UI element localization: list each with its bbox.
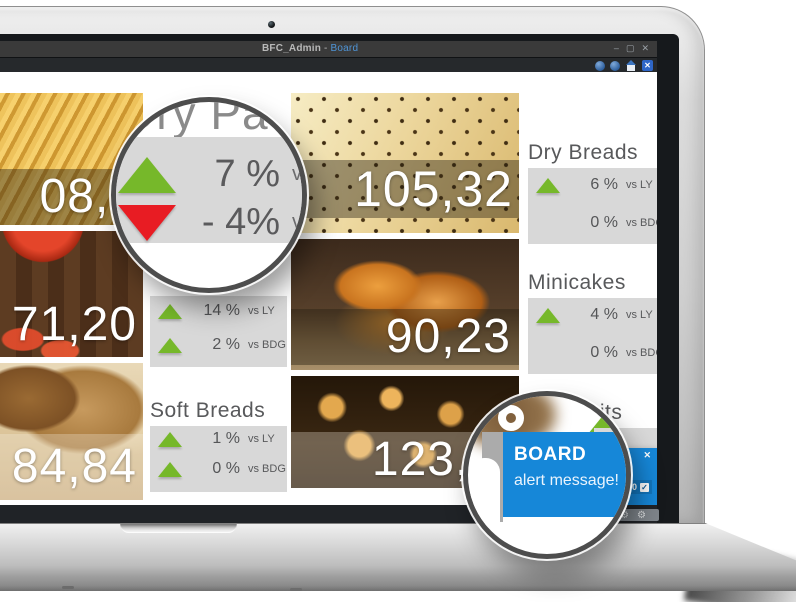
window-titlebar: BFC_Admin - Board – ▢ ✕ (0, 41, 657, 57)
magnifier-alert: BOARD alert message! (463, 391, 631, 559)
tile-value: 84,84 (11, 440, 137, 493)
trend-up-icon (158, 431, 182, 447)
home-icon[interactable] (625, 60, 637, 71)
tile-value: 105,32 (354, 161, 513, 217)
kpi-value: 2 % (212, 336, 240, 353)
kpi-label: vs LY (626, 179, 653, 191)
alert-count: 0 (631, 482, 637, 492)
close-button[interactable]: ✕ (641, 43, 649, 53)
value-band: 90,23 (291, 309, 519, 365)
kpi-value: 1 % (212, 430, 240, 447)
trend-up-icon (158, 337, 182, 353)
magnified-kpi-label: vs BDG (292, 211, 302, 233)
kpi-value: 0 % (590, 344, 618, 361)
kpi-label: vs BDG (626, 347, 657, 359)
magnified-kpi-title: Dry Pa (122, 97, 269, 139)
kpi-panel-dry-breads: Dry Breads 6 % vs LY 0 % vs BDG (528, 140, 657, 244)
magnified-alert-brand: BOARD (514, 444, 587, 465)
kpi-panel-mid: 14 % vs LY 2 % vs BDG (150, 296, 287, 367)
kpi-value: 4 % (590, 306, 618, 323)
kpi-label: vs BDG (626, 217, 657, 229)
nav-back-icon[interactable] (595, 60, 605, 71)
gear-icon[interactable]: ⚙ (637, 509, 646, 521)
app-toolbar: ✕ (0, 57, 657, 72)
laptop-lid-notch (120, 524, 237, 533)
kpi-title: Dry Breads (528, 141, 639, 164)
value-band: 105,32 (291, 160, 519, 218)
magnified-avatar-head (498, 405, 524, 431)
tile-value: 71,20 (11, 298, 137, 351)
laptop-foot (290, 588, 302, 591)
kpi-value: 0 % (590, 214, 618, 231)
trend-none-placeholder (536, 216, 560, 231)
window-title: BFC_Admin - Board (262, 43, 358, 54)
tile-croissants[interactable]: 90,23 (291, 239, 519, 370)
title-separator: - (321, 43, 331, 54)
trend-up-icon (158, 303, 182, 319)
app-name: BFC_Admin (262, 43, 322, 54)
alert-close-icon[interactable]: ✕ (643, 450, 651, 460)
webcam-icon (268, 21, 275, 28)
kpi-panel-soft-breads: Soft Breads 1 % vs LY 0 % vs BDG (150, 398, 287, 492)
magnified-alert-message: alert message! (514, 472, 619, 489)
tile-bread[interactable]: 84,84 (0, 363, 143, 500)
tile-crackers[interactable]: 105,32 (291, 93, 519, 233)
value-band: 84,84 (0, 434, 143, 500)
kpi-label: vs BDG (248, 339, 286, 351)
kpi-label: vs LY (248, 305, 275, 317)
laptop-base (0, 523, 796, 591)
magnified-kpi-value: 7 % (214, 153, 280, 195)
magnified-alert-toast: BOARD alert message! (503, 432, 626, 517)
magnified-kpi-value: - 4% (201, 201, 280, 243)
trend-none-placeholder (536, 346, 560, 361)
check-icon: ✓ (640, 482, 649, 492)
kpi-panel-minicakes: Minicakes 4 % vs LY 0 % vs BDG (528, 270, 657, 374)
kpi-title: Soft Breads (150, 399, 266, 422)
laptop-foot (62, 586, 74, 589)
nav-forward-icon[interactable] (610, 60, 620, 71)
close-screen-icon[interactable]: ✕ (642, 60, 653, 71)
document-name: Board (330, 43, 359, 54)
trend-up-icon (536, 177, 560, 193)
magnified-kpi-label: vs LY (292, 163, 302, 185)
trend-down-icon (118, 204, 176, 241)
kpi-label: vs LY (626, 309, 653, 321)
magnified-avatar-body (470, 458, 500, 528)
tile-value: 90,23 (385, 310, 511, 363)
magnified-kpi-band: 7 % vs LY - 4% vs BDG (116, 137, 302, 243)
minimize-button[interactable]: – (613, 43, 619, 53)
kpi-value: 14 % (203, 302, 240, 319)
kpi-value: 6 % (590, 176, 618, 193)
trend-up-icon (158, 461, 182, 477)
trend-up-icon (536, 307, 560, 323)
kpi-label: vs LY (248, 433, 275, 445)
kpi-label: vs BDG (248, 463, 286, 475)
tile-tomato-sauce[interactable]: 71,20 (0, 231, 143, 357)
alert-tray[interactable]: 0 ✓ (628, 480, 652, 494)
maximize-button[interactable]: ▢ (625, 43, 635, 53)
value-band: 71,20 (0, 297, 143, 353)
kpi-title: Minicakes (528, 271, 626, 294)
magnifier-kpi: Dry Pa 7 % vs LY - 4% vs BDG (111, 97, 307, 293)
kpi-value: 0 % (212, 460, 240, 477)
trend-up-icon (118, 156, 176, 193)
